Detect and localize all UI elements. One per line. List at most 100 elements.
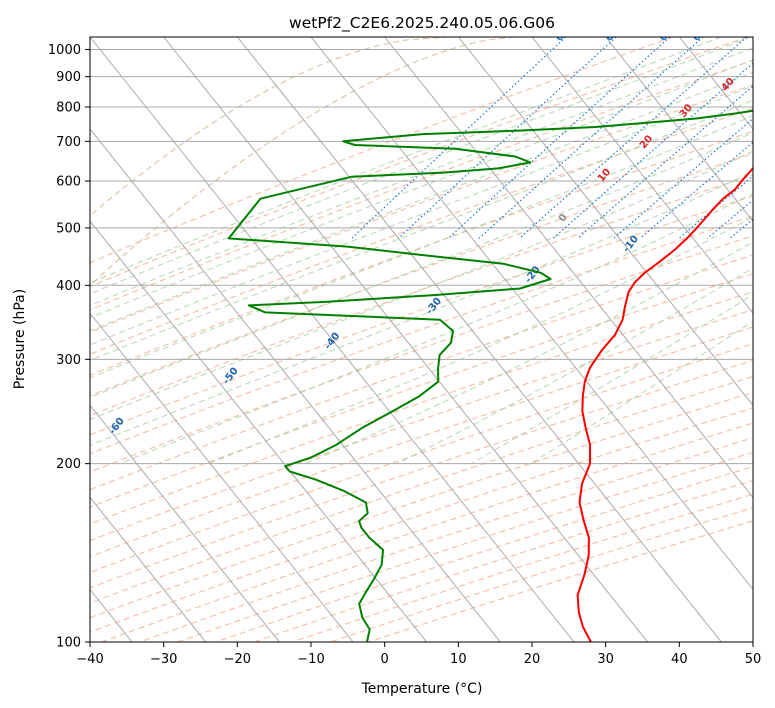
tan-reference-curves [90,37,516,287]
mixing-ratio-line [577,85,753,239]
isotherm-line [90,220,428,642]
profile-series [227,109,753,642]
dewpoint-profile-line [227,109,753,642]
x-axis: −40 −30 −20 −10 0 10 20 30 40 50 [76,642,761,667]
y-tick-label: 300 [56,353,81,368]
isotherm-line [678,37,753,130]
isotherm-label: -30 [424,296,444,317]
isotherm-label: -10 [621,234,641,255]
mixing-ratio-line [729,218,753,239]
isotherm-line [0,37,58,642]
x-tick-label: 20 [524,652,541,667]
moist-adiabat-line [530,320,753,465]
x-tick-label: −30 [150,652,177,667]
moist-adiabat-line [470,294,753,465]
y-tick-label: 1000 [48,43,81,58]
mixing-ratio-label: 0.2 [604,24,625,44]
dry-adiabats [90,37,753,642]
dry-adiabat-line [90,291,753,525]
x-tick-label: 40 [671,652,688,667]
x-tick-label: −10 [297,652,324,667]
isotherm-line [90,312,354,642]
dry-adiabat-line [90,343,753,574]
x-tick-label: 10 [450,652,467,667]
plot-frame [89,36,754,643]
mixing-ratio-label: 1 [739,28,751,41]
moist-adiabat-line [396,267,753,465]
chart-title: wetPf2_C2E6.2025.240.05.06.G06 [289,14,555,33]
moist-adiabat-line [90,71,753,332]
isotherm-line [90,404,280,642]
mixing-ratio-line [447,37,671,239]
moist-adiabat-line [119,192,753,465]
mixing-ratio-label: 0.4 [658,24,679,44]
tan-reference-line [90,37,516,287]
mixing-ratio-line [706,199,753,239]
dry-adiabat-line [90,37,673,264]
isotherm-line [384,37,753,499]
isotherm-label: -50 [221,366,241,387]
mixing-ratio-label: 0.6 [691,24,712,44]
isotherm-label: -60 [107,416,127,437]
y-axis: 100 200 300 400 500 600 700 800 900 1000 [48,43,90,651]
isotherm-line [531,37,753,315]
wet-bulb-label: 30 [678,102,695,120]
moist-adiabat-line [207,216,753,465]
moist-adiabat-line [90,132,753,398]
dry-adiabat-line [90,309,753,542]
isotherm-line [90,496,207,642]
y-tick-label: 600 [56,174,81,189]
dry-adiabat-line [90,107,753,355]
y-tick-label: 800 [56,100,81,115]
mixing-ratio-lines [351,37,775,239]
mixing-ratio-line [613,117,753,239]
y-tick-label: 500 [56,221,81,236]
y-tick-label: 400 [56,279,81,294]
x-axis-title: Temperature (°C) [361,681,483,697]
isotherm-line [752,37,753,38]
dry-adiabat-line [90,84,753,333]
dry-adiabat-line [101,422,753,642]
wet-bulb-label: 10 [596,167,613,185]
moist-adiabat-line [90,37,751,295]
isotherm-label: -70 [0,467,12,488]
y-tick-label: 200 [56,457,81,472]
wet-bulb-label: 20 [638,133,655,151]
isotherm-line [605,37,753,222]
mixing-ratio-label: 1.5 [771,24,775,44]
dry-adiabat-line [90,391,753,619]
moist-adiabat-line [90,170,753,446]
isotherm-line [236,37,722,642]
dry-adiabat-line [90,174,753,417]
dry-adiabat-line [90,195,753,436]
y-axis-title: Pressure (hPa) [12,289,28,389]
mixing-ratio-line [678,175,753,239]
y-tick-label: 900 [56,70,81,85]
x-tick-label: 30 [597,652,614,667]
wet-bulb-label: 0 [557,212,570,224]
dry-adiabat-line [90,375,753,604]
mixing-ratio-line [518,37,748,239]
isotherm-line [457,37,753,407]
moist-adiabat-line [90,47,753,307]
tan-reference-line [90,37,449,217]
isotherm-line [163,37,649,642]
isotherm-line [90,37,575,642]
dry-adiabat-line [215,465,753,642]
mixing-ratio-line [478,37,704,239]
y-tick-label: 100 [56,636,81,651]
isotherm-line [90,128,501,642]
dry-adiabat-line [90,254,753,491]
mixing-ratio-line [757,37,775,238]
mixing-ratio-line [639,141,753,239]
mixing-ratio-line [397,37,617,239]
temperature-profile-line [576,166,753,642]
y-tick-label: 700 [56,135,81,150]
moist-adiabat-line [90,115,753,379]
dry-adiabat-line [90,130,753,376]
plot-area: 0.10.20.40.611.52346810131620253036-100-… [0,24,775,642]
dry-adiabat-line [292,493,753,642]
x-tick-label: −40 [76,652,103,667]
dry-adiabat-line [90,37,748,288]
